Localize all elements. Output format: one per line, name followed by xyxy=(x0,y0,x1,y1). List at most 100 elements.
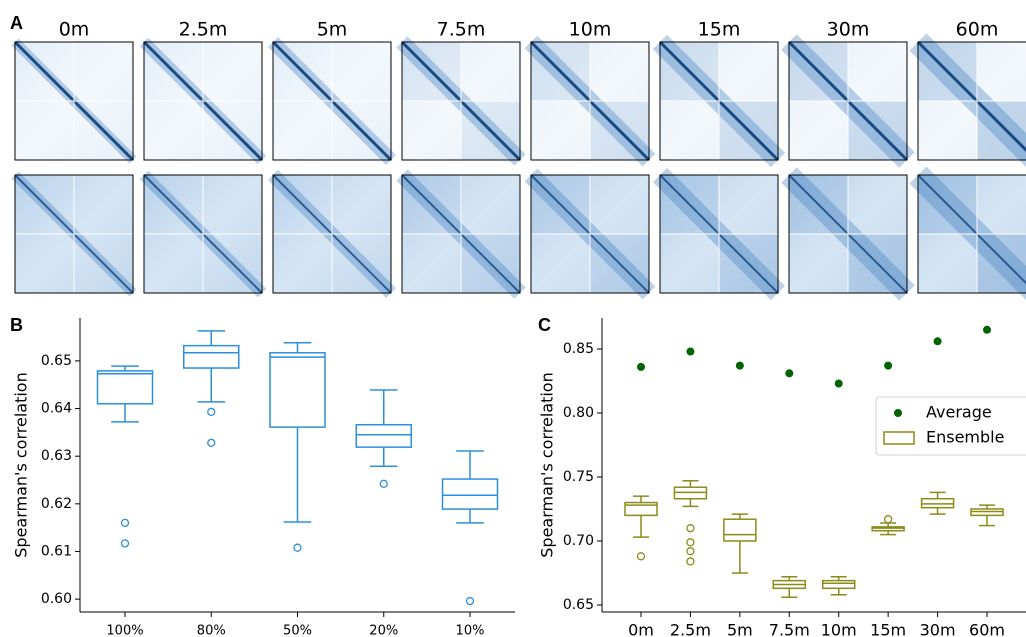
heatmap xyxy=(909,166,1026,300)
y-tick-label: 0.64 xyxy=(41,401,72,417)
average-point xyxy=(785,369,794,378)
outlier xyxy=(465,596,475,606)
x-tick-label: 2.5m xyxy=(670,621,711,637)
y-axis-title: Spearman's correlation xyxy=(12,372,31,557)
y-tick-label: 0.61 xyxy=(41,543,72,559)
x-tick-label: 60m xyxy=(969,621,1005,637)
heatmap xyxy=(781,167,915,301)
box xyxy=(723,518,757,542)
outlier xyxy=(686,524,695,533)
x-tick-label: 10% xyxy=(456,624,485,637)
heatmap-frame xyxy=(788,174,908,294)
panel-label: C xyxy=(538,315,551,335)
average-point xyxy=(686,347,695,356)
outlier xyxy=(207,407,216,417)
timepoint-label: 15m xyxy=(698,19,741,41)
x-tick-label: 50% xyxy=(283,624,312,637)
heatmap-frame xyxy=(143,174,263,294)
heatmap xyxy=(11,38,137,164)
heatmap xyxy=(524,168,656,300)
x-tick-label: 10m xyxy=(821,621,857,637)
heatmap-frame xyxy=(14,41,134,161)
x-tick-label: 30m xyxy=(920,621,956,637)
x-tick-label: 0m xyxy=(628,621,654,637)
timepoint-label: 0m xyxy=(59,19,90,41)
average-point xyxy=(637,362,645,371)
heatmap-frame xyxy=(143,41,263,161)
outlier xyxy=(883,515,893,524)
x-tick-label: 80% xyxy=(197,624,226,637)
outlier xyxy=(686,538,695,547)
x-tick-label: 7.5m xyxy=(769,621,810,637)
timepoint-label: 2.5m xyxy=(179,19,228,41)
outlier xyxy=(120,539,130,548)
heatmap xyxy=(652,167,786,301)
legend-label: Average xyxy=(926,403,992,422)
timepoint-label: 7.5m xyxy=(437,19,486,41)
y-tick-label: 0.80 xyxy=(563,405,594,421)
outlier xyxy=(293,543,302,552)
heatmap xyxy=(396,36,526,166)
heatmap xyxy=(524,35,656,167)
heatmap xyxy=(268,37,396,165)
legend-label: Ensemble xyxy=(926,428,1004,447)
average-point xyxy=(884,361,893,370)
heatmap-domain xyxy=(977,234,1026,293)
heatmap-frame xyxy=(659,174,779,294)
legend-marker xyxy=(894,409,902,417)
box xyxy=(355,423,412,448)
x-tick-label: 20% xyxy=(369,624,398,637)
heatmap-frame xyxy=(788,41,908,161)
box xyxy=(821,579,856,590)
average-point xyxy=(983,325,991,334)
timepoint-label: 60m xyxy=(956,19,999,41)
heatmap-frame xyxy=(530,174,650,294)
heatmap xyxy=(781,34,915,168)
heatmap xyxy=(652,34,786,168)
heatmap xyxy=(139,170,267,298)
timepoint-label: 10m xyxy=(569,19,612,41)
heatmap-frame xyxy=(530,41,650,161)
heatmap xyxy=(11,171,137,297)
heatmap-frame xyxy=(917,174,1026,294)
heatmap-frame xyxy=(401,174,521,294)
y-tick-label: 0.70 xyxy=(563,533,594,549)
x-tick-label: 15m xyxy=(870,621,906,637)
box xyxy=(441,478,499,510)
average-point xyxy=(834,379,843,388)
timepoint-label: 30m xyxy=(827,19,870,41)
box xyxy=(96,370,154,405)
y-tick-label: 0.63 xyxy=(41,448,72,464)
outlier xyxy=(636,552,646,561)
panel-label: B xyxy=(10,315,23,335)
heatmap xyxy=(268,170,396,298)
box xyxy=(183,344,240,369)
outlier xyxy=(686,557,695,566)
average-point xyxy=(933,337,942,346)
heatmap-frame xyxy=(659,41,779,161)
outlier xyxy=(120,518,130,528)
y-tick-label: 0.65 xyxy=(563,597,594,613)
average-point xyxy=(735,361,744,370)
outlier xyxy=(379,479,388,488)
heatmap xyxy=(396,169,526,299)
y-tick-label: 0.60 xyxy=(41,591,72,607)
y-tick-label: 0.85 xyxy=(563,341,594,357)
heatmap xyxy=(909,33,1026,167)
outlier xyxy=(686,547,695,556)
y-tick-label: 0.65 xyxy=(41,353,72,369)
x-tick-label: 100% xyxy=(106,624,143,637)
outlier xyxy=(207,438,216,447)
panel-label: A xyxy=(10,13,23,33)
timepoint-label: 5m xyxy=(317,19,348,41)
heatmap-frame xyxy=(272,41,392,161)
x-tick-label: 5m xyxy=(727,621,753,637)
box xyxy=(269,352,326,428)
y-axis-title: Spearman's correlation xyxy=(538,372,557,557)
heatmap-frame xyxy=(401,41,521,161)
legend-marker xyxy=(883,431,915,445)
heatmap-frame xyxy=(917,41,1026,161)
heatmap-frame xyxy=(272,174,392,294)
